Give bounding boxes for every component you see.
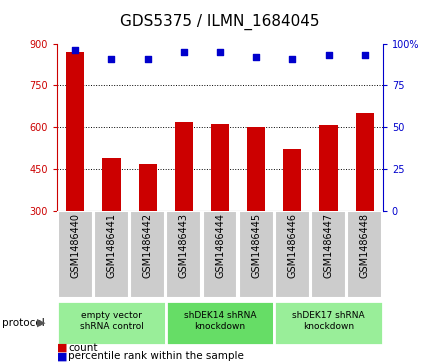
Text: GSM1486441: GSM1486441 (106, 213, 117, 278)
Bar (139, 164, 157, 211)
Text: GSM1486448: GSM1486448 (360, 213, 370, 278)
Bar (203, 211, 237, 298)
Text: empty vector
shRNA control: empty vector shRNA control (80, 311, 143, 331)
Bar (103, 158, 121, 211)
Point (216, 49, 224, 55)
Text: shDEK17 shRNA
knockdown: shDEK17 shRNA knockdown (292, 311, 365, 331)
Point (253, 54, 260, 60)
Bar (239, 211, 274, 298)
Text: ■: ■ (57, 343, 68, 353)
Bar (274, 301, 383, 345)
Text: GDS5375 / ILMN_1684045: GDS5375 / ILMN_1684045 (120, 14, 320, 30)
Bar (311, 211, 346, 298)
Point (289, 56, 296, 61)
Text: GSM1486440: GSM1486440 (70, 213, 80, 278)
Bar (57, 301, 166, 345)
Point (325, 52, 332, 58)
Point (144, 56, 151, 61)
Text: GSM1486447: GSM1486447 (323, 213, 334, 278)
Bar (58, 211, 93, 298)
Bar (66, 52, 84, 211)
Point (72, 47, 79, 53)
Bar (166, 301, 274, 345)
Bar (130, 211, 165, 298)
Bar (94, 211, 129, 298)
Point (361, 52, 368, 58)
Text: ▶: ▶ (37, 318, 45, 328)
Bar (356, 113, 374, 211)
Text: ■: ■ (57, 351, 68, 361)
Text: protocol: protocol (2, 318, 45, 328)
Text: GSM1486446: GSM1486446 (287, 213, 297, 278)
Bar (211, 124, 229, 211)
Text: GSM1486445: GSM1486445 (251, 213, 261, 278)
Text: count: count (68, 343, 98, 353)
Text: shDEK14 shRNA
knockdown: shDEK14 shRNA knockdown (184, 311, 256, 331)
Bar (166, 211, 201, 298)
Point (180, 49, 187, 55)
Bar (275, 211, 310, 298)
Text: percentile rank within the sample: percentile rank within the sample (68, 351, 244, 361)
Bar (247, 127, 265, 211)
Text: GSM1486443: GSM1486443 (179, 213, 189, 278)
Point (108, 56, 115, 61)
Bar (347, 211, 382, 298)
Bar (283, 149, 301, 211)
Bar (175, 122, 193, 211)
Bar (319, 125, 337, 211)
Text: GSM1486444: GSM1486444 (215, 213, 225, 278)
Text: GSM1486442: GSM1486442 (143, 213, 153, 278)
